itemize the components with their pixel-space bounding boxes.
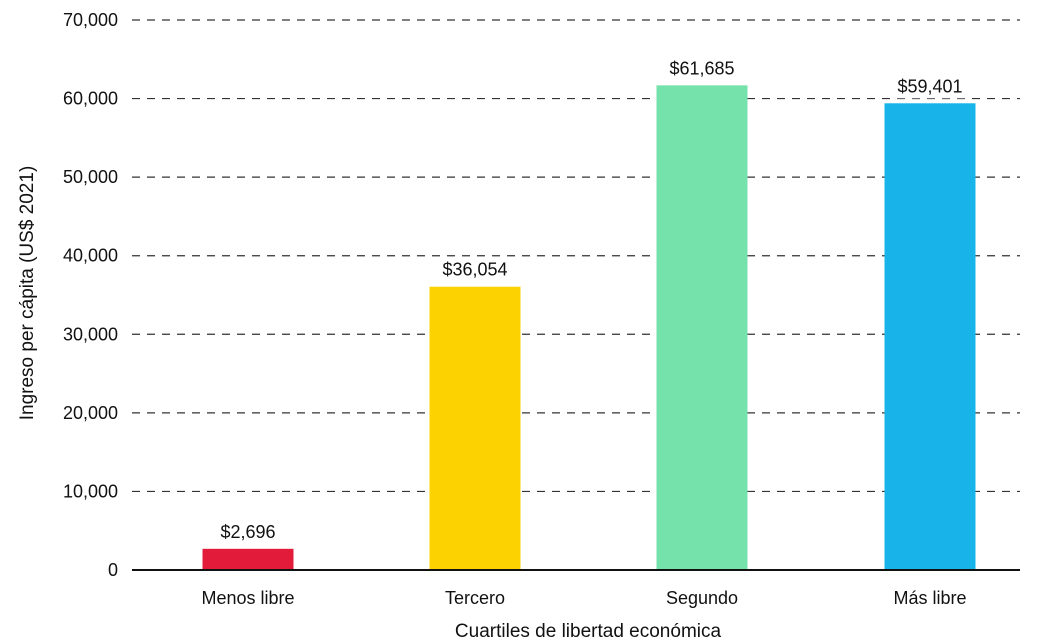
x-tick-label: Segundo [666,588,738,608]
x-tick-label: Menos libre [201,588,294,608]
y-tick-label: 20,000 [63,403,118,423]
bar [430,287,521,570]
y-tick-label: 40,000 [63,246,118,266]
data-label: $36,054 [442,260,507,280]
bar [203,549,294,570]
y-tick-label: 60,000 [63,89,118,109]
x-axis-ticks: Menos libre Tercero Segundo Más libre [201,588,966,608]
bars [203,85,976,570]
y-axis-title: Ingreso per cápita (US$ 2021) [17,166,38,421]
y-tick-label: 0 [108,560,118,580]
data-label: $61,685 [669,58,734,78]
bar [885,103,976,570]
x-tick-label: Tercero [445,588,505,608]
y-tick-label: 70,000 [63,10,118,30]
x-tick-label: Más libre [893,588,966,608]
data-label: $59,401 [897,76,962,96]
data-labels: $2,696 $36,054 $61,685 $59,401 [214,56,968,543]
y-tick-label: 10,000 [63,481,118,501]
y-tick-label: 30,000 [63,324,118,344]
y-axis-ticks: 0 10,000 20,000 30,000 40,000 50,000 60,000 70,… [63,10,118,580]
data-label: $2,696 [220,522,275,542]
bar [657,85,748,570]
x-axis-title: Cuartiles de libertad económica [455,621,722,642]
y-tick-label: 50,000 [63,167,118,187]
